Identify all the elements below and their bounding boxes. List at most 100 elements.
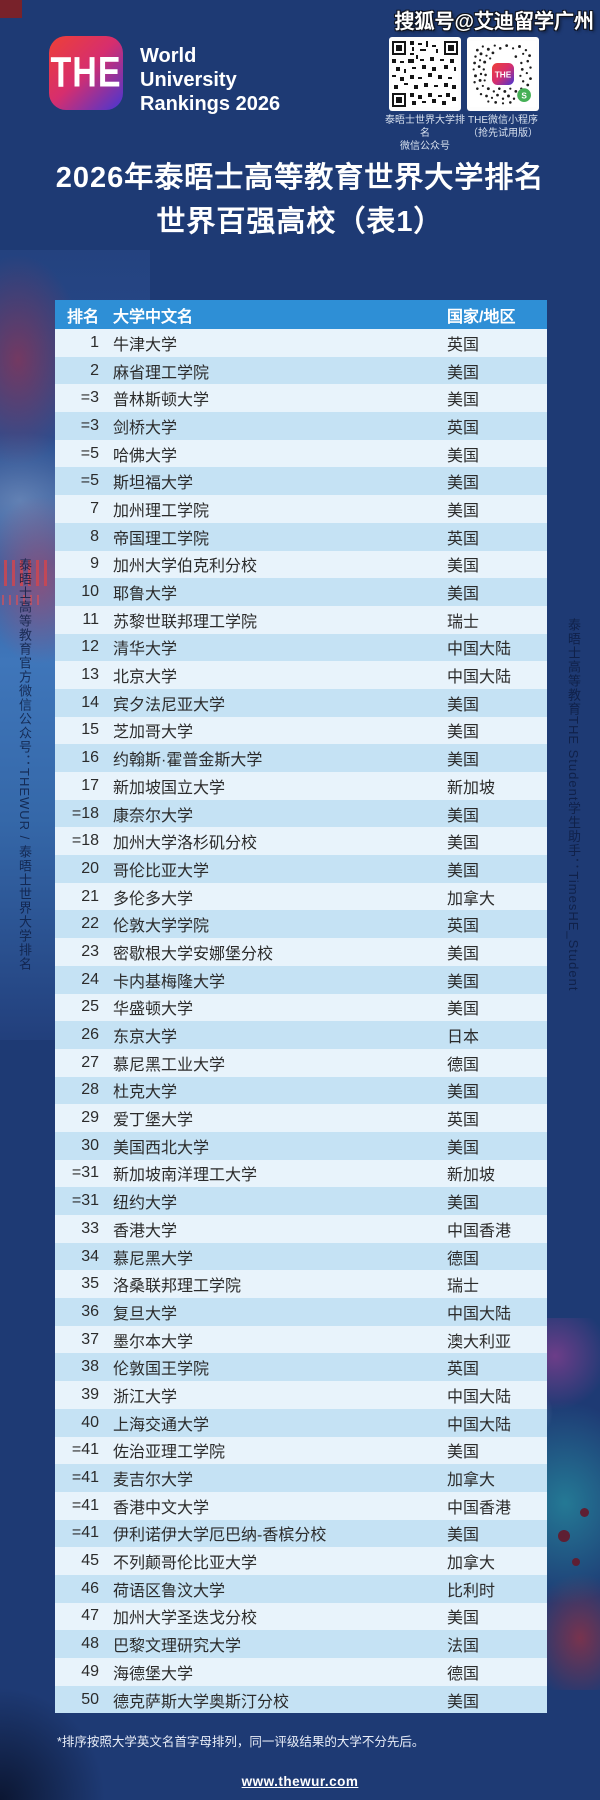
rank-cell: =5: [80, 444, 99, 462]
country-cell: 英国: [447, 1361, 480, 1379]
university-name-cell: 哈佛大学: [113, 447, 178, 465]
website-link[interactable]: www.thewur.com: [241, 1774, 359, 1789]
table-row: 40 上海交通大学 中国大陆: [55, 1408, 547, 1437]
university-name-cell: 耶鲁大学: [113, 586, 178, 604]
rank-cell: 36: [81, 1302, 99, 1320]
country-cell: 澳大利亚: [447, 1333, 512, 1351]
rank-cell: 38: [81, 1358, 99, 1376]
country-cell: 美国: [447, 1693, 480, 1711]
university-name-cell: 爱丁堡大学: [113, 1112, 194, 1130]
table-row: 33 香港大学 中国香港: [55, 1215, 547, 1243]
rank-column-header: 排名: [66, 308, 99, 326]
table-row: 46 荷语区鲁汶大学 比利时: [55, 1574, 547, 1603]
country-cell: 美国: [447, 502, 480, 520]
rank-cell: 45: [81, 1552, 99, 1570]
country-cell: 美国: [447, 752, 480, 770]
table-row: 45 不列颠哥伦比亚大学 加拿大: [55, 1547, 547, 1575]
table-row: =41 伊利诺伊大学厄巴纳-香槟分校 美国: [55, 1519, 547, 1548]
country-cell: 美国: [447, 447, 480, 465]
qr-caption-left: 泰晤士世界大学排名 微信公众号: [382, 114, 468, 153]
table-row: 47 加州大学圣迭戈分校 美国: [55, 1602, 547, 1631]
country-cell: 美国: [447, 1084, 480, 1102]
university-name-cell: 多伦多大学: [113, 890, 194, 908]
page-title: 2026年泰晤士高等教育世界大学排名 世界百强高校（表1）: [0, 156, 600, 244]
country-cell: 美国: [447, 945, 480, 963]
rank-cell: 30: [81, 1136, 99, 1154]
table-row: 2 麻省理工学院 美国: [55, 356, 547, 385]
university-name-cell: 浙江大学: [113, 1388, 178, 1406]
rank-cell: 16: [81, 749, 99, 767]
table-row: 9 加州大学伯克利分校 美国: [55, 550, 547, 579]
table-row: 15 芝加哥大学 美国: [55, 716, 547, 745]
table-header-row: 排名 大学中文名 国家/地区: [55, 300, 547, 329]
qr-caption-line: 微信公众号: [400, 141, 450, 152]
table-row: 39 浙江大学 中国大陆: [55, 1381, 547, 1409]
table-row: =3 剑桥大学 英国: [55, 412, 547, 440]
table-row: =3 普林斯顿大学 美国: [55, 384, 547, 413]
university-name-cell: 麦吉尔大学: [113, 1472, 194, 1490]
the-wordmark: World University Rankings 2026: [140, 44, 280, 116]
table-row: =31 纽约大学 美国: [55, 1187, 547, 1215]
university-name-cell: 约翰斯·霍普金斯大学: [113, 752, 263, 770]
table-row: 35 洛桑联邦理工学院 瑞士: [55, 1270, 547, 1299]
corner-art: [0, 0, 22, 18]
university-name-cell: 东京大学: [113, 1029, 178, 1047]
table-row: =5 斯坦福大学 美国: [55, 467, 547, 496]
rank-cell: 27: [81, 1053, 99, 1071]
rank-cell: =18: [71, 804, 99, 822]
country-cell: 新加坡: [447, 779, 496, 797]
university-name-cell: 康奈尔大学: [113, 807, 194, 825]
table-row: 1 牛津大学 英国: [55, 329, 547, 357]
country-cell: 美国: [447, 835, 480, 853]
country-cell: 比利时: [447, 1582, 496, 1600]
university-name-cell: 帝国理工学院: [113, 530, 210, 548]
rank-cell: 7: [90, 499, 99, 517]
university-name-cell: 麻省理工学院: [113, 364, 210, 382]
rank-cell: 34: [81, 1247, 99, 1265]
rank-cell: 29: [81, 1109, 99, 1127]
country-cell: 日本: [447, 1029, 480, 1047]
country-cell: 加拿大: [447, 1555, 496, 1573]
country-cell: 美国: [447, 1195, 480, 1213]
wordmark-line: University: [140, 69, 237, 91]
art-molecule-dot: [580, 1508, 589, 1517]
university-name-cell: 伦敦大学学院: [113, 918, 210, 936]
university-name-cell: 卡内基梅隆大学: [113, 973, 226, 991]
art-molecule-dot: [558, 1530, 570, 1542]
rank-cell: 25: [81, 998, 99, 1016]
university-name-cell: 密歇根大学安娜堡分校: [113, 945, 274, 963]
university-name-cell: 佐治亚理工学院: [113, 1444, 226, 1462]
country-cell: 德国: [447, 1665, 480, 1683]
country-cell: 新加坡: [447, 1167, 496, 1185]
table-row: 10 耶鲁大学 美国: [55, 578, 547, 606]
country-cell: 美国: [447, 862, 480, 880]
university-name-cell: 哥伦比亚大学: [113, 862, 210, 880]
rank-cell: 50: [81, 1690, 99, 1708]
rank-cell: 39: [81, 1385, 99, 1403]
university-name-cell: 加州大学伯克利分校: [113, 558, 258, 576]
country-cell: 英国: [447, 918, 480, 936]
rank-cell: 15: [81, 721, 99, 739]
table-row: 13 北京大学 中国大陆: [55, 661, 547, 689]
table-row: 37 墨尔本大学 澳大利亚: [55, 1325, 547, 1354]
country-cell: 加拿大: [447, 1472, 496, 1490]
svg-text:THE: THE: [495, 71, 512, 80]
rank-cell: =41: [71, 1469, 99, 1487]
university-name-cell: 美国西北大学: [113, 1139, 210, 1157]
rank-cell: 12: [81, 638, 99, 656]
rank-cell: =41: [71, 1441, 99, 1459]
rank-cell: 48: [81, 1635, 99, 1653]
country-cell: 瑞士: [447, 1278, 480, 1296]
university-name-cell: 荷语区鲁汶大学: [113, 1582, 226, 1600]
qr-caption-line: （抢先试用版）: [468, 128, 538, 139]
country-cell: 德国: [447, 1056, 480, 1074]
country-cell: 美国: [447, 558, 480, 576]
table-row: =18 康奈尔大学 美国: [55, 799, 547, 828]
university-name-cell: 新加坡南洋理工大学: [113, 1167, 258, 1185]
rank-cell: 22: [81, 915, 99, 933]
rank-cell: =3: [80, 416, 99, 434]
country-cell: 美国: [447, 1527, 480, 1545]
country-cell: 中国大陆: [447, 669, 512, 687]
rank-cell: 8: [90, 527, 99, 545]
